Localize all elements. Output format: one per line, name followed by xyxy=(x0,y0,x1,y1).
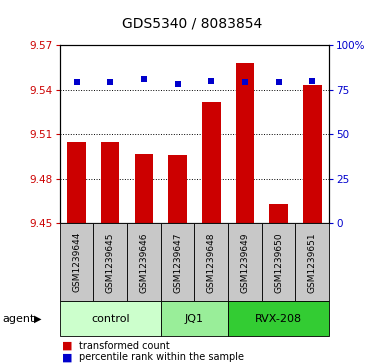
Text: ■: ■ xyxy=(62,352,72,362)
Text: agent: agent xyxy=(2,314,34,323)
Bar xyxy=(101,142,119,223)
Text: transformed count: transformed count xyxy=(79,340,170,351)
Text: GSM1239649: GSM1239649 xyxy=(241,232,249,293)
Bar xyxy=(296,223,329,301)
Point xyxy=(141,77,147,82)
Text: GSM1239646: GSM1239646 xyxy=(139,232,148,293)
Bar xyxy=(60,223,93,301)
Text: ▶: ▶ xyxy=(34,314,41,323)
Bar xyxy=(262,223,296,301)
Text: GSM1239644: GSM1239644 xyxy=(72,232,81,293)
Text: GSM1239645: GSM1239645 xyxy=(106,232,115,293)
Text: ■: ■ xyxy=(62,340,72,351)
Text: GDS5340 / 8083854: GDS5340 / 8083854 xyxy=(122,16,263,30)
Text: JQ1: JQ1 xyxy=(185,314,204,323)
Text: GSM1239650: GSM1239650 xyxy=(274,232,283,293)
Bar xyxy=(60,301,161,336)
Bar xyxy=(135,154,153,223)
Bar xyxy=(270,204,288,223)
Bar xyxy=(168,155,187,223)
Bar xyxy=(161,301,228,336)
Text: percentile rank within the sample: percentile rank within the sample xyxy=(79,352,244,362)
Point xyxy=(174,81,181,87)
Bar xyxy=(194,223,228,301)
Bar xyxy=(228,301,329,336)
Bar xyxy=(202,102,221,223)
Bar xyxy=(127,223,161,301)
Bar xyxy=(236,63,254,223)
Point xyxy=(107,79,113,85)
Text: GSM1239648: GSM1239648 xyxy=(207,232,216,293)
Point xyxy=(242,79,248,85)
Text: control: control xyxy=(91,314,129,323)
Bar xyxy=(228,223,262,301)
Bar xyxy=(161,223,194,301)
Point xyxy=(74,79,80,85)
Text: GSM1239647: GSM1239647 xyxy=(173,232,182,293)
Text: GSM1239651: GSM1239651 xyxy=(308,232,317,293)
Point xyxy=(309,78,315,84)
Bar xyxy=(67,142,86,223)
Text: RVX-208: RVX-208 xyxy=(255,314,302,323)
Point xyxy=(276,79,282,85)
Bar xyxy=(303,85,321,223)
Point xyxy=(208,78,214,84)
Bar xyxy=(93,223,127,301)
